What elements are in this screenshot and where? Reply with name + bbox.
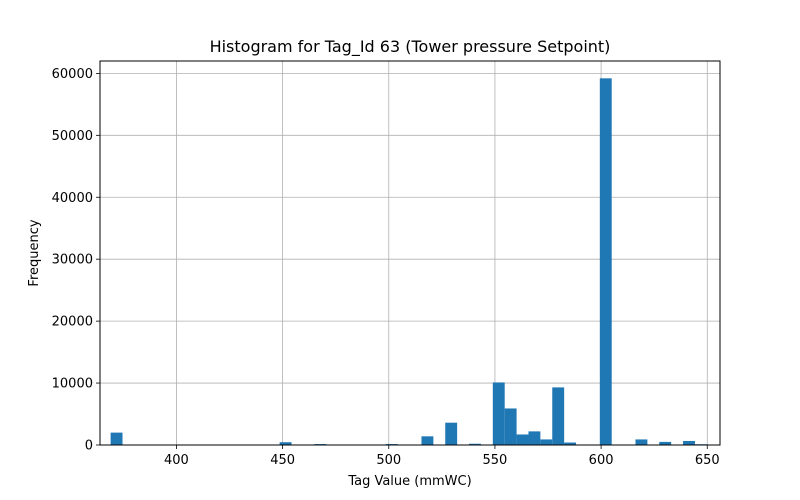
- y-tick-label: 0: [85, 439, 93, 454]
- y-tick-label: 20000: [52, 315, 93, 330]
- histogram-bar: [110, 432, 123, 445]
- histogram-bar: [504, 408, 517, 445]
- histogram-bar: [635, 439, 648, 445]
- x-tick-label: 500: [376, 453, 401, 468]
- histogram-bar: [421, 436, 434, 445]
- y-tick-label: 50000: [52, 129, 93, 144]
- y-tick-label: 10000: [52, 377, 93, 392]
- x-tick-label: 550: [483, 453, 508, 468]
- histogram-bar: [599, 78, 612, 446]
- y-tick-label: 30000: [52, 253, 93, 268]
- histogram-bar: [659, 441, 672, 445]
- histogram-bar: [492, 382, 505, 445]
- histogram-bar: [564, 442, 577, 445]
- histogram-bar: [552, 387, 565, 445]
- histogram-bar: [528, 431, 541, 445]
- histogram-bar: [683, 440, 695, 445]
- x-tick-label: 400: [164, 453, 189, 468]
- x-axis-label: Tag Value (mmWC): [347, 474, 471, 489]
- histogram-bar: [279, 442, 292, 445]
- x-tick-label: 650: [695, 453, 720, 468]
- x-tick-label: 450: [270, 453, 295, 468]
- chart-title: Histogram for Tag_Id 63 (Tower pressure …: [210, 37, 611, 57]
- histogram-bar: [469, 443, 481, 445]
- x-tick-label: 600: [589, 453, 614, 468]
- histogram-bars: [110, 78, 707, 446]
- grid-lines: [100, 61, 720, 446]
- x-axis-ticks: 400 450 500 550 600 650: [164, 445, 720, 468]
- y-axis-ticks: 0 10000 20000 30000 40000 50000 60000: [52, 67, 100, 454]
- y-tick-label: 40000: [52, 191, 93, 206]
- plot-frame: [99, 60, 721, 446]
- histogram-bar: [445, 422, 458, 445]
- histogram-bar: [516, 434, 529, 445]
- y-axis-label: Frequency: [27, 219, 42, 286]
- histogram-bar: [540, 439, 553, 445]
- y-tick-label: 60000: [52, 67, 93, 82]
